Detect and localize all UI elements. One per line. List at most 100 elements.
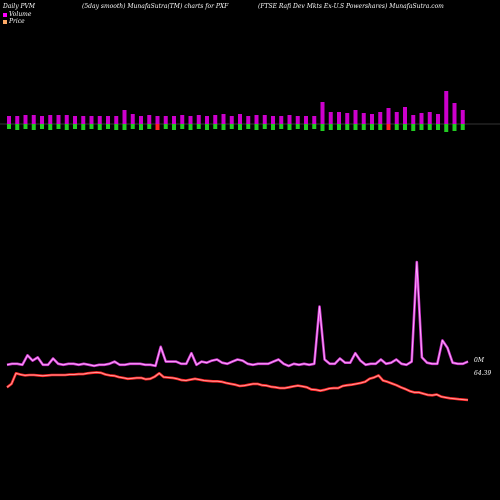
- volume-bar-up: [221, 114, 226, 124]
- volume-bar-down: [246, 124, 251, 129]
- volume-bar-down: [81, 124, 86, 130]
- volume-bar-down: [196, 124, 201, 129]
- volume-bar-up: [172, 116, 176, 124]
- volume-bar-down: [427, 124, 432, 130]
- volume-bar-up: [130, 114, 135, 124]
- volume-bar-up: [386, 108, 391, 124]
- volume-bar-down: [370, 124, 374, 130]
- volume-bar-up: [122, 110, 127, 124]
- volume-bar-up: [353, 110, 358, 124]
- volume-bar-down: [304, 124, 308, 130]
- volume-bar-down: [279, 124, 284, 129]
- legend-price: Price: [3, 18, 25, 25]
- volume-bar-up: [40, 116, 44, 124]
- volume-bar-down: [40, 124, 44, 129]
- volume-bar-up: [378, 112, 383, 124]
- legend-volume: Volume: [3, 11, 31, 18]
- volume-bar-up: [73, 116, 77, 124]
- price-end-label: 64.39: [474, 370, 491, 377]
- volume-bar-up: [155, 116, 160, 124]
- volume-bar-up: [180, 115, 185, 124]
- volume-bar-down: [394, 124, 399, 130]
- volume-bar-down: [452, 124, 457, 131]
- volume-bar-up: [56, 115, 61, 124]
- volume-bar-down: [254, 124, 259, 130]
- volume-bar-down: [15, 124, 20, 130]
- volume-bar-up: [295, 116, 300, 124]
- legend-volume-swatch: [3, 12, 7, 17]
- chart-header-middle: (5day smooth) MunafaSutra(TM) charts for…: [82, 3, 229, 10]
- volume-bar-down: [436, 124, 440, 130]
- price-volume-lines: [6, 260, 469, 402]
- volume-bar-up: [48, 115, 53, 124]
- legend-price-label: Price: [9, 18, 25, 25]
- volume-bar-down: [97, 124, 102, 130]
- volume-bar-up: [188, 116, 193, 124]
- volume-end-label: 0M: [474, 357, 485, 364]
- volume-bar-down: [89, 124, 94, 129]
- volume-bar-up: [312, 116, 317, 124]
- volume-bar-down: [139, 124, 143, 130]
- volume-bar-down: [287, 124, 292, 130]
- volume-bar-down: [155, 124, 160, 130]
- volume-bar-down: [271, 124, 275, 130]
- volume-bar-up: [271, 116, 275, 124]
- volume-bar-up: [196, 115, 201, 124]
- volume-bar-up: [403, 107, 407, 124]
- chart-header-left: Daily PVM: [3, 3, 36, 10]
- volume-bar-down: [403, 124, 407, 130]
- volume-bar-down: [163, 124, 168, 129]
- volume-bar-down: [147, 124, 152, 129]
- volume-bar-up: [444, 91, 449, 124]
- volume-bar-up: [163, 116, 168, 124]
- chart-header-right: (FTSE Rafi Dev Mkts Ex-U.S Powershares) …: [258, 3, 444, 10]
- volume-bar-up: [89, 116, 94, 124]
- volume-bar-up: [64, 115, 69, 124]
- volume-bar-down: [238, 124, 242, 130]
- volume-bar-up: [81, 116, 86, 124]
- volume-bar-down: [114, 124, 119, 130]
- volume-bar-up: [427, 112, 432, 124]
- volume-bar-up: [31, 115, 36, 124]
- volume-bar-up: [361, 113, 366, 124]
- volume-bar-up: [279, 116, 284, 124]
- volume-bar-down: [320, 124, 325, 131]
- volume-bar-down: [213, 124, 218, 129]
- volume-bar-up: [254, 115, 259, 124]
- volume-bar-up: [394, 112, 399, 124]
- volume-bar-down: [130, 124, 135, 129]
- volume-bar-up: [15, 116, 20, 124]
- volume-bar-up: [147, 115, 152, 124]
- volume-bars: [7, 91, 465, 132]
- volume-bar-down: [7, 124, 11, 129]
- volume-bar-down: [361, 124, 366, 130]
- volume-bar-up: [287, 115, 292, 124]
- volume-bar-down: [460, 124, 465, 130]
- volume-bar-up: [452, 103, 457, 124]
- volume-bar-up: [106, 116, 110, 124]
- volume-bar-up: [238, 114, 242, 124]
- volume-bar-down: [106, 124, 110, 129]
- volume-bar-down: [262, 124, 267, 129]
- volume-bar-down: [23, 124, 28, 129]
- volume-bar-down: [73, 124, 77, 129]
- legend-price-swatch: [3, 19, 7, 24]
- volume-line: [6, 261, 469, 367]
- volume-bar-up: [320, 102, 325, 124]
- volume-bar-up: [7, 116, 11, 124]
- volume-bar-down: [419, 124, 424, 130]
- volume-bar-up: [337, 112, 341, 124]
- volume-bar-up: [246, 116, 251, 124]
- volume-bar-down: [386, 124, 391, 130]
- volume-bar-down: [180, 124, 185, 129]
- volume-bar-down: [328, 124, 333, 130]
- volume-bar-down: [172, 124, 176, 130]
- volume-bar-up: [213, 115, 218, 124]
- volume-bar-down: [188, 124, 193, 130]
- volume-bar-down: [337, 124, 341, 130]
- volume-bar-up: [370, 114, 374, 124]
- volume-bar-down: [444, 124, 449, 132]
- volume-bar-up: [419, 113, 424, 124]
